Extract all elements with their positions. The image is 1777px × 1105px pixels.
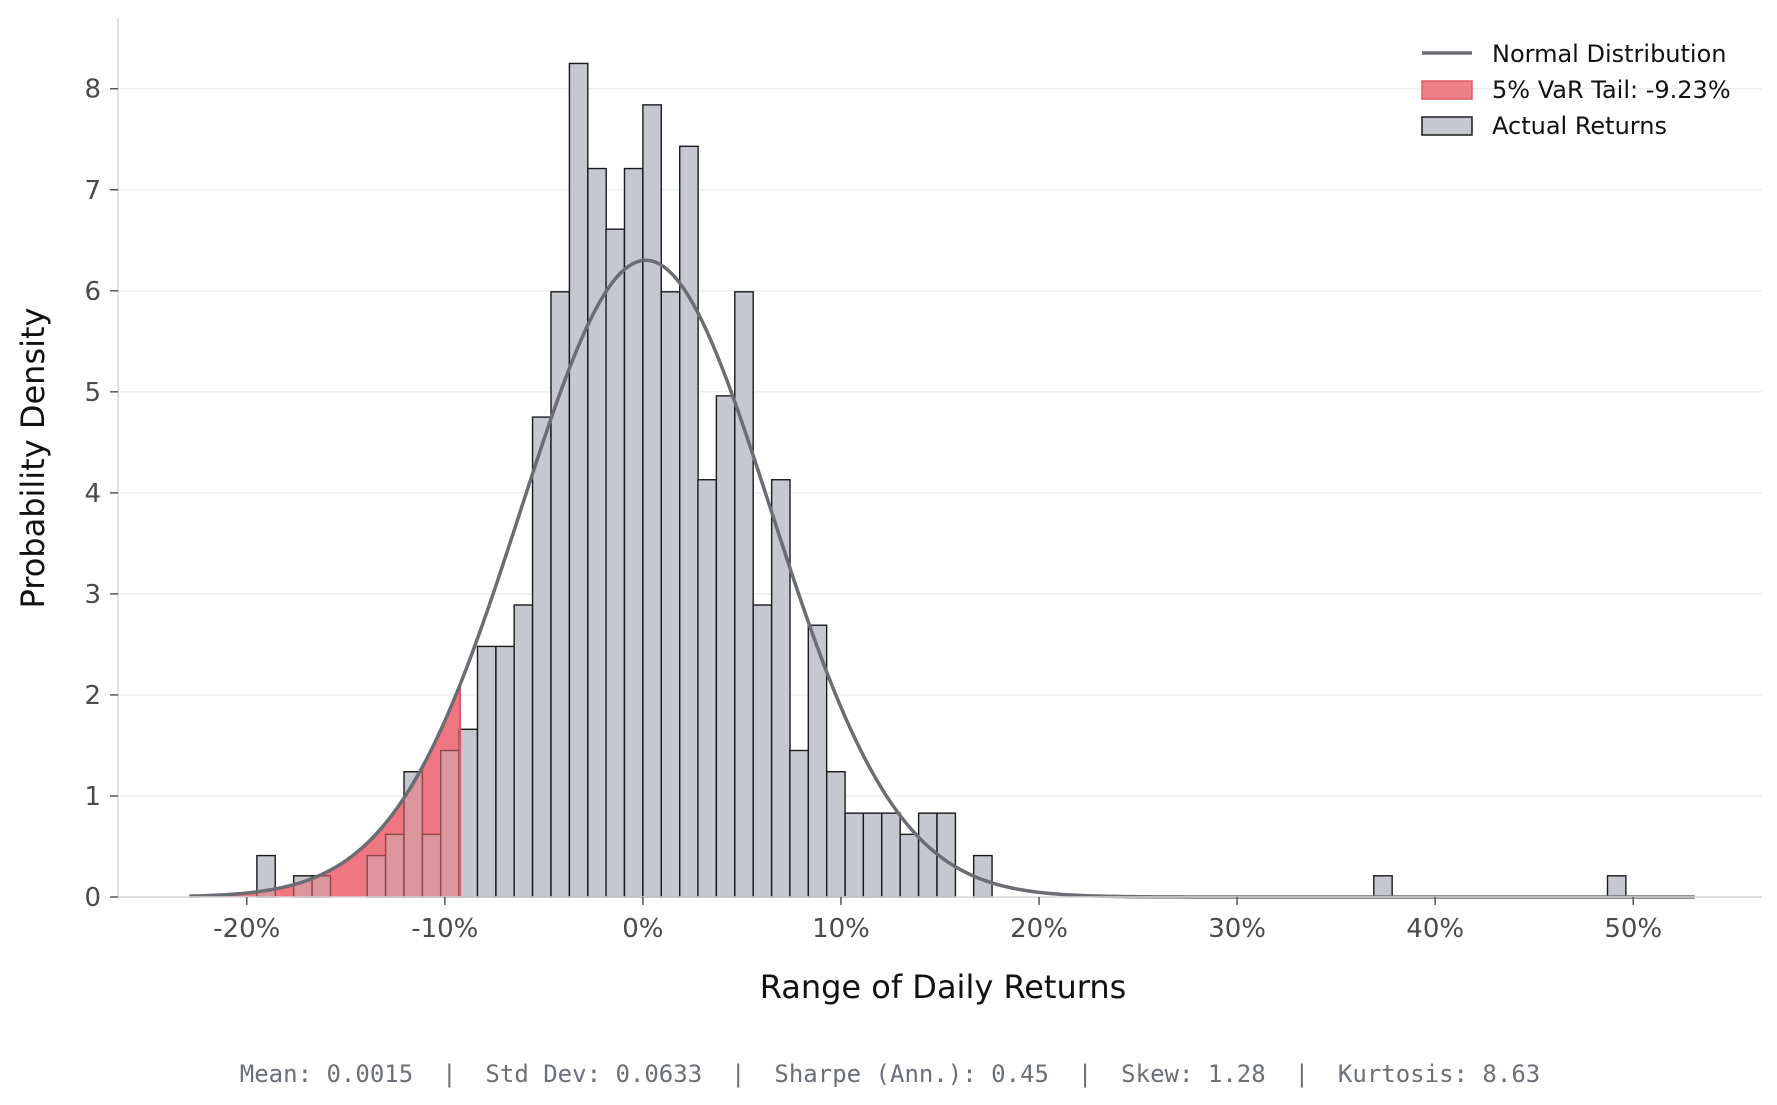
histogram-bar [826, 771, 846, 898]
histogram-bar [844, 812, 865, 898]
histogram-bar [715, 395, 736, 898]
x-tick-label: 50% [1604, 914, 1662, 944]
x-tick-label: -20% [213, 914, 280, 944]
histogram-bar [550, 291, 571, 898]
x-tick-label: 0% [622, 914, 663, 944]
histogram-bar [605, 228, 626, 898]
histogram-bar [531, 416, 552, 898]
histogram-bars [256, 62, 1627, 898]
y-tick-label: 4 [84, 479, 101, 509]
histogram-bar [917, 812, 938, 898]
var-tail-overlay-fill [189, 684, 461, 897]
histogram-bar [679, 145, 699, 898]
x-tick-label: 30% [1208, 914, 1266, 944]
legend-normal-label: Normal Distribution [1492, 40, 1726, 68]
y-tick-label: 8 [84, 75, 101, 105]
x-tick-label: 20% [1010, 914, 1068, 944]
y-tick-label: 0 [84, 883, 101, 913]
histogram-bar [881, 812, 901, 898]
histogram-bar [697, 479, 718, 898]
y-axis-label: Probability Density [14, 308, 52, 609]
histogram-bar [734, 291, 754, 898]
y-tick-label: 7 [84, 176, 101, 206]
var-tail-overlay [189, 684, 462, 897]
histogram-bar [568, 62, 589, 898]
histogram-bar [587, 167, 607, 898]
histogram-bar [458, 728, 479, 898]
histogram-bar [513, 604, 534, 898]
histogram-bar [660, 291, 681, 898]
legend-returns-swatch [1421, 116, 1473, 136]
histogram-bar [623, 167, 644, 898]
histogram-bar [476, 645, 497, 898]
y-tick-label: 2 [84, 681, 101, 711]
histogram-bar [899, 833, 920, 898]
y-tick-label: 3 [84, 580, 101, 610]
legend: Normal Distribution 5% VaR Tail: -9.23% … [1421, 40, 1731, 140]
y-tick-label: 1 [84, 782, 101, 812]
grid-lines [118, 88, 1762, 797]
histogram-bar [642, 104, 662, 898]
legend-returns-label: Actual Returns [1492, 112, 1667, 140]
histogram-bar [1606, 875, 1627, 898]
histogram-bar [789, 749, 809, 898]
histogram-bar [862, 812, 883, 898]
x-tick-label: 10% [812, 914, 870, 944]
legend-var-label: 5% VaR Tail: -9.23% [1492, 76, 1731, 104]
stats-summary: Mean: 0.0015 | Std Dev: 0.0633 | Sharpe … [240, 1060, 1540, 1088]
x-tick-label: -10% [411, 914, 478, 944]
histogram-bar [1373, 875, 1393, 898]
x-axis-label: Range of Daily Returns [760, 968, 1127, 1006]
y-tick-label: 6 [84, 277, 101, 307]
tick-labels: 0 1 2 3 4 5 6 7 8 -20% -10% 0% 10% 20% 30% 40% 50% [84, 75, 1662, 944]
x-tick-label: 40% [1406, 914, 1464, 944]
legend-var-swatch [1421, 80, 1473, 100]
y-tick-label: 5 [84, 378, 101, 408]
axes [117, 18, 1762, 898]
histogram-bar [495, 645, 516, 898]
histogram-bar [752, 604, 773, 898]
